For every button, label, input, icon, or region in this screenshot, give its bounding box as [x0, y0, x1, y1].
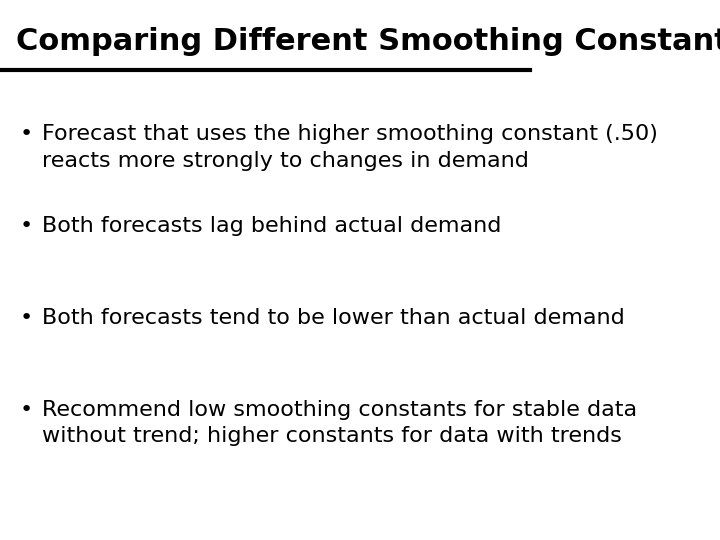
Text: Recommend low smoothing constants for stable data
without trend; higher constant: Recommend low smoothing constants for st… [42, 400, 637, 446]
Text: •: • [20, 400, 33, 420]
Text: •: • [20, 124, 33, 144]
Text: Both forecasts tend to be lower than actual demand: Both forecasts tend to be lower than act… [42, 308, 625, 328]
Text: Forecast that uses the higher smoothing constant (.50)
reacts more strongly to c: Forecast that uses the higher smoothing … [42, 124, 658, 171]
Text: •: • [20, 308, 33, 328]
Text: Comparing Different Smoothing Constants: Comparing Different Smoothing Constants [16, 27, 720, 56]
Text: Both forecasts lag behind actual demand: Both forecasts lag behind actual demand [42, 216, 502, 236]
Text: •: • [20, 216, 33, 236]
